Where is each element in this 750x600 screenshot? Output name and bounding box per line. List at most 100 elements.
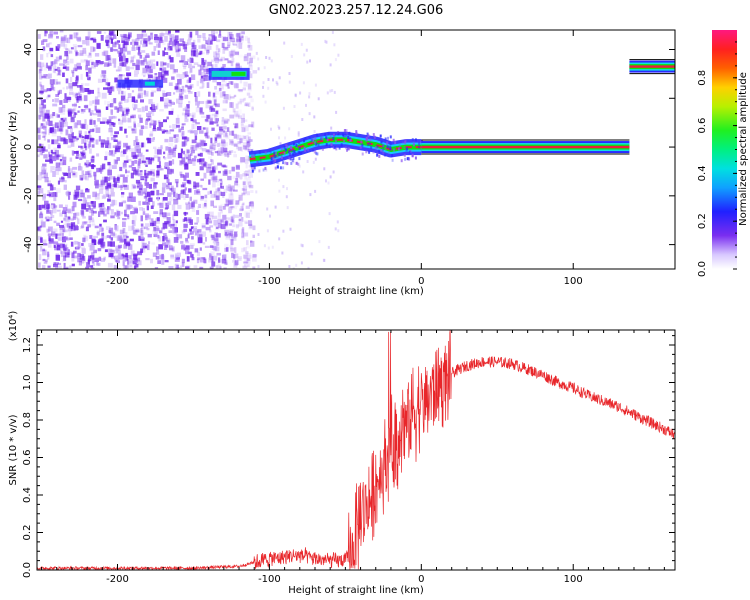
noise-speck: [177, 152, 183, 159]
noise-speck: [169, 125, 172, 129]
trace-speck: [368, 150, 371, 154]
noise-speck: [228, 170, 232, 174]
noise-speck: [219, 266, 222, 269]
noise-speck: [68, 195, 71, 200]
noise-speck: [244, 54, 248, 58]
noise-speck: [154, 231, 158, 238]
noise-speck: [225, 131, 228, 137]
noise-speck: [49, 88, 52, 91]
noise-speck: [248, 202, 252, 207]
noise-speck: [182, 44, 187, 50]
noise-speck: [157, 146, 163, 150]
noise-speck: [136, 183, 140, 188]
noise-speck: [107, 104, 112, 107]
noise-speck: [189, 196, 192, 201]
noise-speck: [177, 43, 183, 46]
noise-speck: [206, 151, 210, 155]
noise-speck: [111, 122, 116, 125]
noise-speck: [173, 237, 179, 243]
noise-speck: [188, 180, 192, 185]
noise-speck: [171, 76, 175, 80]
noise-speck: [56, 243, 60, 247]
noise-speck: [120, 192, 125, 198]
noise-speck: [198, 130, 204, 134]
noise-speck: [210, 235, 214, 238]
noise-speck: [56, 222, 60, 226]
noise-speck: [217, 58, 223, 62]
noise-speck: [239, 159, 243, 162]
noise-speck: [308, 95, 311, 99]
noise-speck: [167, 186, 172, 189]
noise-speck: [217, 187, 221, 192]
trace-speck: [404, 157, 407, 161]
noise-speck: [109, 122, 113, 129]
noise-speck: [222, 192, 226, 196]
noise-speck: [241, 31, 245, 35]
noise-speck: [112, 34, 117, 39]
noise-speck: [186, 256, 190, 262]
noise-speck: [84, 142, 87, 149]
noise-speck: [118, 90, 121, 95]
noise-speck: [181, 123, 184, 128]
noise-speck: [222, 100, 228, 104]
noise-speck: [191, 236, 194, 240]
noise-speck: [240, 146, 243, 152]
noise-speck: [123, 184, 128, 188]
noise-speck: [91, 209, 94, 216]
noise-speck: [218, 191, 222, 196]
noise-speck: [80, 246, 85, 249]
noise-speck: [199, 111, 205, 115]
trace-speck: [298, 157, 301, 161]
noise-speck: [137, 95, 142, 99]
noise-speck: [133, 123, 136, 128]
noise-speck: [241, 217, 244, 222]
noise-speck: [172, 69, 176, 74]
noise-speck: [157, 127, 162, 131]
noise-speck: [42, 131, 47, 137]
noise-speck: [144, 226, 149, 230]
noise-speck: [163, 174, 169, 180]
noise-speck: [241, 127, 246, 133]
noise-speck: [128, 192, 133, 198]
noise-speck: [101, 51, 106, 56]
noise-speck: [166, 217, 171, 223]
noise-speck: [75, 50, 78, 57]
noise-speck: [207, 211, 210, 216]
noise-speck: [201, 225, 206, 228]
trace-speck: [279, 166, 282, 170]
noise-speck: [218, 264, 221, 269]
noise-speck: [242, 202, 245, 206]
noise-speck: [101, 227, 104, 232]
trace-speck: [325, 143, 328, 147]
noise-speck: [102, 74, 106, 77]
noise-speck: [204, 199, 208, 203]
noise-speck: [119, 55, 123, 62]
noise-speck: [125, 204, 131, 211]
noise-speck: [87, 89, 91, 95]
trace-speck: [304, 148, 307, 152]
noise-speck: [86, 262, 90, 268]
trace-speck: [404, 141, 407, 145]
noise-speck: [211, 127, 215, 131]
noise-speck: [207, 39, 212, 45]
noise-speck: [149, 171, 155, 174]
trace-speck: [380, 140, 383, 144]
noise-speck: [329, 63, 332, 67]
noise-speck: [246, 140, 250, 144]
noise-speck: [232, 259, 236, 263]
noise-speck: [201, 257, 206, 260]
noise-speck: [196, 80, 199, 87]
noise-speck: [94, 174, 97, 181]
noise-speck: [171, 108, 174, 113]
noise-speck: [186, 179, 190, 184]
noise-speck: [128, 264, 133, 269]
noise-speck: [118, 185, 123, 188]
noise-speck: [227, 60, 232, 64]
noise-speck: [107, 58, 112, 64]
noise-speck: [71, 69, 75, 74]
noise-speck: [111, 165, 117, 169]
noise-speck: [142, 232, 148, 235]
noise-speck: [202, 33, 206, 39]
noise-speck: [227, 44, 231, 48]
noise-speck: [248, 95, 253, 99]
